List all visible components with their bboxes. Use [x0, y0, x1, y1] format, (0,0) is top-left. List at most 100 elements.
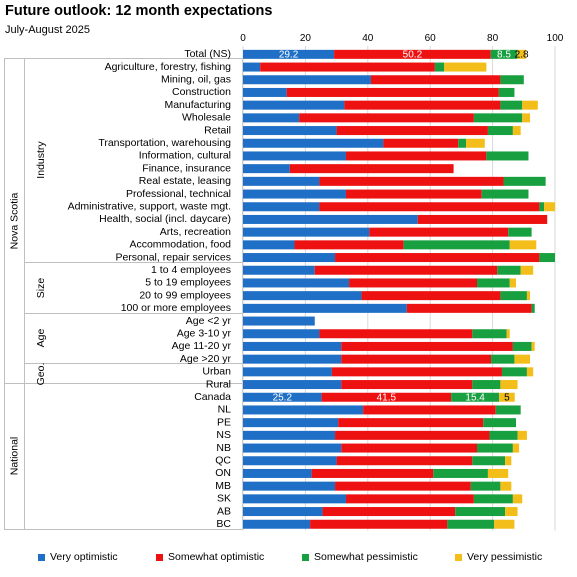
bar-somewhat-pessimistic-total-ns	[490, 49, 518, 59]
bar-somewhat-optimistic-construction	[286, 87, 499, 97]
bar-somewhat-pessimistic-qc	[472, 456, 506, 466]
bar-very-optimistic-arts-recreation	[243, 227, 370, 237]
bar-very-pessimistic-manufacturing	[522, 100, 538, 110]
bar-somewhat-optimistic-age-20-yr	[341, 354, 492, 364]
chart-subtitle: July-August 2025	[5, 24, 90, 36]
bar-very-pessimistic-nb	[512, 443, 520, 453]
bar-very-optimistic-administrative-support-waste-mgt	[243, 202, 320, 212]
bar-somewhat-pessimistic-nl	[495, 405, 521, 415]
bar-somewhat-pessimistic-100-or-more-employees	[531, 303, 535, 313]
legend-swatch-somewhat-pessimistic	[302, 553, 309, 561]
bar-somewhat-optimistic-nb	[341, 443, 477, 453]
bar-very-optimistic-rural	[243, 380, 342, 390]
bar-somewhat-pessimistic-transportation-warehousing	[458, 138, 467, 148]
bar-very-pessimistic-ab	[505, 507, 518, 517]
chart-title: Future outlook: 12 month expectations	[5, 3, 273, 19]
bar-very-optimistic-nl	[243, 405, 364, 415]
category-label: Mining, oil, gas	[161, 74, 231, 86]
bar-somewhat-pessimistic-age-3-10-yr	[472, 329, 507, 339]
bar-somewhat-optimistic-health-social-incl-daycare	[417, 214, 548, 224]
bar-somewhat-optimistic-qc	[336, 456, 473, 466]
bar-somewhat-optimistic-1-to-4-employees	[314, 265, 498, 275]
bar-somewhat-pessimistic-pe	[483, 418, 516, 428]
data-label-somewhat-optimistic-canada: 41.5	[377, 392, 397, 403]
category-label: 5 to 19 employees	[145, 277, 231, 289]
bar-very-optimistic-age-3-10-yr	[243, 329, 320, 339]
bar-somewhat-pessimistic-5-to-19-employees	[477, 278, 510, 288]
bar-very-pessimistic-age-11-20-yr	[531, 341, 535, 351]
bar-somewhat-optimistic-information-cultural	[345, 151, 487, 161]
subgroup-label-industry: Industry	[35, 141, 47, 179]
category-label: Age <2 yr	[186, 315, 232, 327]
legend-label: Very pessimistic	[467, 551, 543, 563]
bar-somewhat-optimistic-transportation-warehousing	[383, 138, 459, 148]
bar-very-optimistic-personal-repair-services	[243, 253, 336, 263]
bar-very-optimistic-age-11-20-yr	[243, 341, 342, 351]
legend-item-very-optimistic: Very optimistic	[38, 551, 118, 563]
bar-very-pessimistic-1-to-4-employees	[520, 265, 534, 275]
bar-somewhat-optimistic-mb	[335, 481, 471, 491]
bar-very-optimistic-finance-insurance	[243, 164, 290, 174]
bar-very-optimistic-agriculture-forestry-fishing	[243, 62, 261, 72]
subgroup-label-geo: Geo.	[35, 363, 47, 386]
data-label-very-pessimistic-total-ns: 2.8	[515, 49, 529, 60]
data-label-somewhat-pessimistic-total-ns: 8.5	[497, 49, 511, 60]
bar-very-pessimistic-retail	[512, 126, 521, 136]
bar-very-optimistic-100-or-more-employees	[243, 303, 407, 313]
category-label: Rural	[206, 378, 231, 390]
category-label: NL	[218, 404, 232, 416]
bar-very-optimistic-total-ns	[243, 49, 335, 59]
bar-very-optimistic-nb	[243, 443, 342, 453]
national-subgroup-frame	[24, 383, 243, 530]
bar-very-pessimistic-wholesale	[522, 113, 531, 123]
category-label: 100 or more employees	[121, 302, 231, 314]
bar-very-pessimistic-agriculture-forestry-fishing	[444, 62, 487, 72]
category-label: SK	[217, 493, 231, 505]
bar-somewhat-pessimistic-mining-oil-gas	[500, 75, 524, 85]
category-label: MB	[215, 480, 231, 492]
bar-very-optimistic-real-estate-leasing	[243, 176, 320, 186]
category-label: Age 11-20 yr	[172, 340, 232, 352]
bar-very-optimistic-age-20-yr	[243, 354, 342, 364]
category-label: 1 to 4 employees	[151, 264, 231, 276]
category-label: AB	[217, 505, 231, 517]
stacked-bar-chart: 0 20 40 60 80 100 Nova Scotia National Industry S…	[4, 33, 564, 531]
bar-somewhat-pessimistic-ab	[455, 507, 506, 517]
bar-very-optimistic-bc	[243, 519, 311, 529]
category-label: Real estate, leasing	[139, 175, 231, 187]
bar-somewhat-pessimistic-1-to-4-employees	[497, 265, 521, 275]
bar-very-optimistic-ns	[243, 430, 336, 440]
bar-very-pessimistic-transportation-warehousing	[466, 138, 485, 148]
legend-swatch-very-optimistic	[38, 553, 45, 561]
bar-very-pessimistic-urban	[526, 367, 534, 377]
bar-somewhat-optimistic-urban	[331, 367, 502, 377]
bar-somewhat-pessimistic-construction	[498, 87, 515, 97]
bar-very-optimistic-transportation-warehousing	[243, 138, 384, 148]
bar-very-optimistic-information-cultural	[243, 151, 346, 161]
category-label: Canada	[194, 391, 231, 403]
bar-somewhat-pessimistic-real-estate-leasing	[503, 176, 546, 186]
bar-very-pessimistic-mb	[500, 481, 512, 491]
legend-label: Somewhat optimistic	[168, 551, 265, 563]
bar-somewhat-pessimistic-arts-recreation	[508, 227, 532, 237]
bar-somewhat-optimistic-100-or-more-employees	[406, 303, 532, 313]
bar-somewhat-optimistic-sk	[345, 494, 474, 504]
category-label: Finance, insurance	[142, 162, 231, 174]
group-label-nova-scotia: Nova Scotia	[8, 193, 20, 250]
bar-somewhat-optimistic-total-ns	[334, 49, 491, 59]
bar-very-pessimistic-5-to-19-employees	[509, 278, 516, 288]
bar-very-optimistic-construction	[243, 87, 287, 97]
subgroup-label-age: Age	[35, 329, 47, 348]
bar-very-pessimistic-age-20-yr	[514, 354, 531, 364]
bar-somewhat-pessimistic-manufacturing	[500, 100, 523, 110]
bar-somewhat-pessimistic-20-to-99-employees	[500, 291, 527, 301]
category-label: NB	[216, 442, 231, 454]
data-label-very-pessimistic-canada: 5	[504, 392, 510, 403]
bar-very-optimistic-accommodation-food	[243, 240, 295, 250]
bar-somewhat-optimistic-agriculture-forestry-fishing	[260, 62, 435, 72]
category-label: PE	[217, 416, 231, 428]
bar-somewhat-optimistic-professional-technical	[345, 189, 482, 199]
bar-very-pessimistic-canada	[499, 392, 515, 402]
legend-item-somewhat-optimistic: Somewhat optimistic	[156, 551, 264, 563]
x-tick-label: 60	[425, 33, 437, 44]
